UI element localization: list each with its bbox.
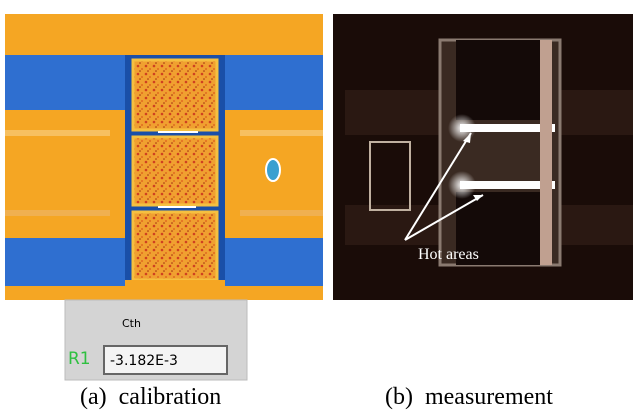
figure: Hot areas Cth R1 -3.182E-3 (a) calibrati…: [0, 0, 638, 412]
caption-a: (a) calibration: [80, 384, 221, 410]
measurement-image: Hot areas: [333, 14, 633, 300]
caption-b: (b) measurement: [385, 384, 553, 410]
indicator-value: -3.182E-3: [110, 353, 178, 369]
indicator-panel: Cth R1 -3.182E-3: [65, 300, 247, 380]
calibration-image: [5, 14, 323, 300]
indicator-label: Cth: [122, 317, 141, 330]
row-label: R1: [68, 349, 91, 369]
annotation: Hot areas: [418, 246, 479, 263]
